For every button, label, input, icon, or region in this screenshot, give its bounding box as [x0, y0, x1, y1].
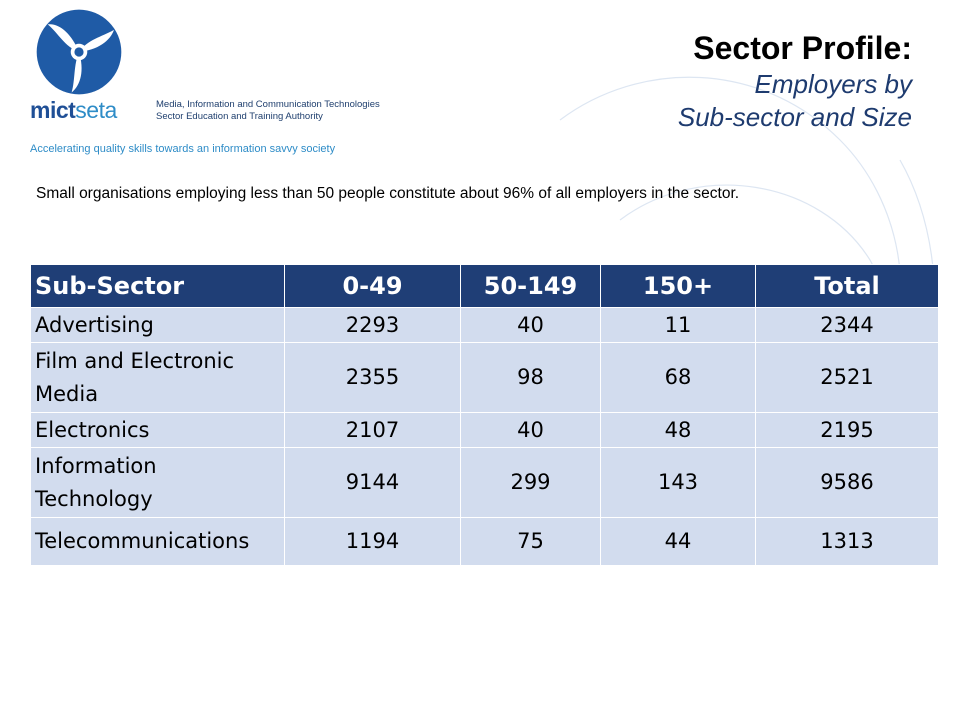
table-header-row: Sub-Sector 0-49 50-149 150+ Total	[30, 264, 939, 308]
cell-total: 9586	[755, 447, 939, 518]
logo-wordmark-part2: seta	[75, 97, 117, 123]
cell-50-149: 299	[460, 447, 601, 518]
cell-150-plus: 44	[600, 517, 756, 566]
column-header-150-plus: 150+	[600, 264, 756, 308]
slide-title: Sector Profile:	[693, 30, 912, 66]
cell-0-49: 9144	[284, 447, 461, 518]
table-row: Telecommunications 1194 75 44 1313	[30, 517, 939, 566]
column-header-50-149: 50-149	[460, 264, 601, 308]
cell-total: 1313	[755, 517, 939, 566]
column-header-sub-sector: Sub-Sector	[30, 264, 285, 308]
employers-table: Sub-Sector 0-49 50-149 150+ Total Advert…	[30, 264, 939, 566]
row-label: Telecommunications	[30, 517, 285, 566]
cell-total: 2195	[755, 412, 939, 448]
cell-50-149: 98	[460, 342, 601, 413]
slide-title-block: Sector Profile: Employers by Sub-sector …	[678, 28, 912, 134]
cell-150-plus: 143	[600, 447, 756, 518]
cell-150-plus: 48	[600, 412, 756, 448]
column-header-total: Total	[755, 264, 939, 308]
logo-description-line2: Sector Education and Training Authority	[156, 111, 323, 122]
logo-tagline: Accelerating quality skills towards an i…	[30, 143, 336, 155]
logo-wordmark-part1: mict	[30, 97, 76, 123]
cell-50-149: 75	[460, 517, 601, 566]
logo-description-line1: Media, Information and Communication Tec…	[156, 99, 380, 110]
logo-description: Media, Information and Communication Tec…	[156, 99, 380, 123]
cell-total: 2344	[755, 307, 939, 343]
mictseta-logo: mictseta Media, Information and Communic…	[30, 6, 400, 158]
slide-subtitle-line1: Employers by	[754, 69, 913, 99]
cell-0-49: 2355	[284, 342, 461, 413]
row-label: Film and Electronic Media	[30, 342, 285, 413]
table-row: Film and Electronic Media 2355 98 68 252…	[30, 342, 939, 413]
row-label: Advertising	[30, 307, 285, 343]
table-row: Electronics 2107 40 48 2195	[30, 412, 939, 448]
cell-total: 2521	[755, 342, 939, 413]
logo-wordmark: mictseta	[30, 99, 117, 122]
cell-50-149: 40	[460, 307, 601, 343]
row-label: Information Technology	[30, 447, 285, 518]
summary-text: Small organisations employing less than …	[36, 185, 740, 202]
cell-0-49: 2107	[284, 412, 461, 448]
cell-150-plus: 11	[600, 307, 756, 343]
row-label: Electronics	[30, 412, 285, 448]
mictseta-emblem-icon	[36, 9, 122, 95]
table-row: Advertising 2293 40 11 2344	[30, 307, 939, 343]
table-row: Information Technology 9144 299 143 9586	[30, 447, 939, 518]
slide-subtitle-line2: Sub-sector and Size	[677, 102, 912, 132]
cell-150-plus: 68	[600, 342, 756, 413]
cell-50-149: 40	[460, 412, 601, 448]
cell-0-49: 2293	[284, 307, 461, 343]
cell-0-49: 1194	[284, 517, 461, 566]
column-header-0-49: 0-49	[284, 264, 461, 308]
